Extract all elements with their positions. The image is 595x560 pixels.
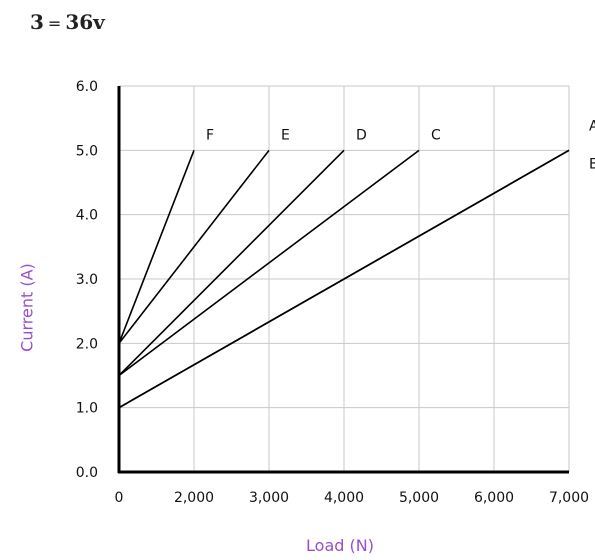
y-tick-label-1: 1.0 xyxy=(76,401,98,417)
series-line-C xyxy=(118,149,420,377)
heading-equals: = xyxy=(47,14,62,33)
y-axis-label: Current (A) xyxy=(17,263,37,352)
series-line-D xyxy=(118,149,345,377)
series-line-B xyxy=(118,149,570,409)
series-label-F: F xyxy=(206,127,214,143)
x-tick-label-3: 4,000 xyxy=(324,490,364,506)
x-tick-label-5: 6,000 xyxy=(474,490,514,506)
y-tick-label-5: 5.0 xyxy=(76,143,98,159)
x-axis-label: Load (N) xyxy=(306,536,374,555)
series-label-A: A xyxy=(589,118,595,134)
x-tick-label-2: 3,000 xyxy=(249,490,289,506)
series-line-F xyxy=(118,150,195,344)
y-tick-label-4: 4.0 xyxy=(76,208,98,224)
series-label-B: B xyxy=(589,156,595,172)
series-label-D: D xyxy=(356,127,367,143)
x-tick-label-4: 5,000 xyxy=(399,490,439,506)
y-tick-label-3: 3.0 xyxy=(76,272,98,288)
chart-heading: 3 = 36v xyxy=(30,10,105,34)
y-tick-label-2: 2.0 xyxy=(76,336,98,352)
series-line-E xyxy=(118,149,270,344)
heading-right: 36v xyxy=(65,10,105,34)
y-tick-label-6: 6.0 xyxy=(76,79,98,95)
y-tick-label-0: 0.0 xyxy=(76,465,98,481)
series-label-E: E xyxy=(281,127,290,143)
x-tick-label-1: 2,000 xyxy=(174,490,214,506)
heading-left: 3 xyxy=(30,10,44,34)
series-label-C: C xyxy=(431,127,441,143)
x-tick-label-0: 0 xyxy=(115,490,124,506)
x-tick-label-6: 7,000 xyxy=(549,490,589,506)
